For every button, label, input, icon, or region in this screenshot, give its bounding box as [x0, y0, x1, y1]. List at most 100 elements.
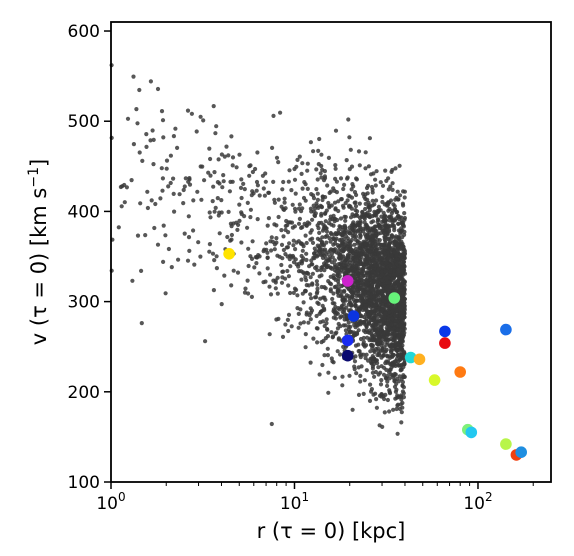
background-point	[332, 258, 337, 263]
background-point	[339, 197, 344, 202]
background-point	[401, 309, 406, 314]
background-point	[322, 169, 327, 174]
background-point	[278, 110, 283, 115]
background-point	[164, 158, 170, 163]
background-point	[166, 184, 171, 189]
background-point	[375, 346, 381, 351]
background-point	[352, 359, 358, 364]
background-point	[370, 236, 376, 242]
background-point	[191, 228, 196, 233]
background-point	[372, 213, 377, 218]
background-point	[228, 179, 233, 184]
highlighted-point	[465, 426, 478, 439]
background-point	[336, 336, 341, 341]
background-point	[158, 196, 163, 201]
background-point	[352, 242, 357, 247]
background-point	[176, 257, 181, 262]
background-point	[168, 153, 173, 158]
background-point	[247, 173, 252, 178]
background-point	[381, 317, 386, 322]
background-point	[303, 233, 308, 238]
background-point	[374, 229, 379, 234]
background-point	[283, 223, 288, 229]
background-point	[399, 215, 404, 220]
background-point	[135, 233, 141, 238]
highlighted-point	[341, 275, 354, 287]
background-point	[239, 195, 244, 201]
background-point	[324, 262, 329, 267]
background-point	[340, 241, 345, 246]
background-point	[359, 252, 364, 257]
background-point	[354, 192, 359, 198]
background-point	[303, 198, 308, 203]
background-point	[248, 207, 253, 212]
background-point	[202, 178, 207, 183]
background-point	[163, 233, 168, 238]
background-point	[281, 179, 286, 185]
background-point	[314, 295, 319, 300]
background-point	[398, 193, 403, 198]
background-point	[320, 255, 325, 260]
background-point	[400, 380, 405, 385]
background-point	[368, 246, 374, 251]
background-point	[299, 277, 304, 282]
background-point	[374, 397, 379, 402]
background-point	[387, 388, 392, 393]
background-point	[315, 236, 320, 241]
background-point	[279, 204, 284, 209]
background-point	[335, 217, 340, 223]
background-point	[400, 201, 405, 206]
background-point	[397, 305, 402, 310]
background-point	[390, 187, 395, 192]
background-point	[257, 193, 262, 198]
background-point	[151, 162, 156, 167]
background-point	[211, 184, 216, 189]
x-tick-label: 101	[280, 490, 309, 514]
background-point	[130, 278, 135, 283]
background-point	[374, 285, 379, 290]
background-point	[263, 279, 268, 284]
background-point	[173, 126, 178, 131]
background-point	[311, 209, 316, 214]
highlighted-point	[347, 310, 360, 322]
background-point	[186, 214, 191, 219]
background-point	[347, 167, 352, 172]
background-point	[217, 231, 222, 236]
background-point	[182, 184, 187, 189]
background-point	[283, 206, 288, 211]
background-point	[335, 243, 340, 248]
background-point	[328, 289, 333, 294]
background-point	[373, 369, 378, 375]
background-point	[335, 231, 340, 236]
background-point	[348, 324, 353, 329]
background-point	[361, 291, 367, 296]
background-point	[341, 186, 346, 192]
background-point	[346, 320, 351, 325]
highlighted-point	[223, 248, 235, 260]
background-point	[252, 265, 257, 270]
y-axis-label: v (τ = 0) [km s−1]	[26, 159, 51, 345]
background-point	[269, 248, 274, 253]
background-point	[290, 202, 295, 207]
background-point	[175, 145, 180, 150]
background-point	[279, 262, 284, 268]
background-point	[131, 142, 136, 147]
background-point	[366, 164, 371, 169]
background-point	[385, 203, 390, 208]
background-point	[371, 348, 376, 353]
background-point	[348, 215, 354, 220]
background-point	[284, 245, 289, 250]
background-point	[382, 234, 387, 239]
background-point	[267, 284, 272, 289]
background-point	[390, 327, 395, 333]
background-point	[400, 405, 405, 410]
background-point	[371, 219, 376, 224]
background-point	[294, 240, 299, 245]
background-point	[331, 186, 336, 191]
background-point	[392, 225, 397, 230]
background-point	[371, 289, 376, 294]
background-point	[338, 176, 344, 181]
background-point	[236, 222, 241, 227]
background-point	[389, 322, 394, 327]
background-point	[385, 383, 390, 388]
